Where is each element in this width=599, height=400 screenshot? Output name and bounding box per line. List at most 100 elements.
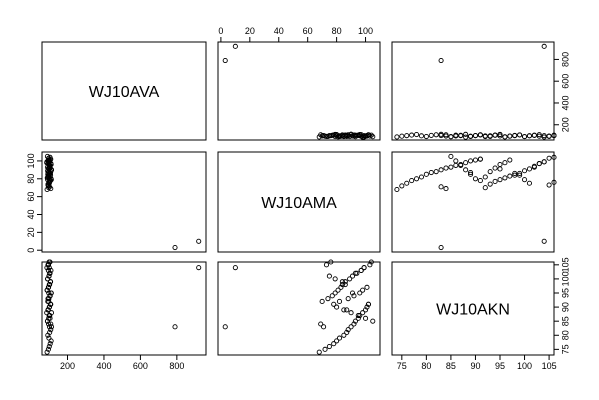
wj10ama-left-tick-100-label: 100 [26, 153, 36, 168]
data-points [44, 43, 557, 355]
point-wj10ava-vs-wj10akn-37 [438, 132, 444, 139]
wj10ama-top-tick-0-label: 0 [218, 26, 223, 36]
point-wj10akn-vs-wj10ama-21 [325, 296, 331, 302]
point-wj10ama-vs-wj10akn-42 [463, 167, 469, 173]
point-wj10akn-vs-wj10ava-44 [46, 304, 52, 310]
point-wj10ava-vs-wj10akn-42 [463, 131, 469, 137]
panel-frame-wj10akn-vs-wj10ama [217, 261, 381, 356]
point-wj10ama-vs-wj10akn-12 [443, 165, 449, 171]
point-wj10ava-vs-wj10ama-0 [232, 43, 238, 49]
point-wj10ama-vs-wj10akn-59 [477, 156, 483, 162]
point-wj10ama-vs-wj10akn-43 [467, 171, 474, 177]
wj10ava-bottom-tick-400-label: 400 [96, 361, 111, 371]
point-wj10akn-vs-wj10ama-30 [354, 270, 360, 276]
point-wj10akn-vs-wj10ama-60 [344, 307, 350, 313]
point-wj10akn-vs-wj10ama-39 [370, 318, 376, 324]
point-wj10akn-vs-wj10ava-58 [46, 265, 52, 271]
wj10akn-bottom-tick-80-label: 80 [421, 361, 431, 371]
point-wj10akn-vs-wj10ava-42 [48, 310, 55, 316]
wj10akn-bottom-tick-85-label: 85 [446, 361, 456, 371]
point-wj10akn-vs-wj10ava-60 [45, 307, 51, 313]
point-wj10ava-vs-wj10akn-36 [546, 133, 552, 139]
point-wj10ama-vs-wj10akn-4 [404, 180, 410, 186]
point-wj10ama-vs-wj10akn-17 [467, 158, 474, 164]
point-wj10akn-vs-wj10ava-3 [45, 346, 51, 352]
point-wj10akn-vs-wj10ama-26 [339, 281, 345, 288]
point-wj10ama-vs-wj10akn-40 [453, 158, 459, 164]
point-wj10ama-vs-wj10akn-24 [502, 175, 508, 181]
point-wj10ama-vs-wj10akn-16 [463, 160, 469, 166]
point-wj10akn-vs-wj10ava-47 [46, 296, 52, 302]
point-wj10akn-vs-wj10ama-33 [367, 262, 373, 268]
point-wj10akn-vs-wj10ama-56 [352, 270, 358, 276]
point-wj10ama-vs-wj10ava-1 [172, 244, 178, 251]
point-wj10ama-vs-wj10akn-18 [472, 157, 479, 163]
point-wj10akn-vs-wj10ama-5 [331, 341, 337, 347]
point-wj10akn-vs-wj10ama-53 [339, 279, 345, 285]
point-wj10ava-vs-wj10ama-54 [332, 134, 338, 140]
panel-frame-wj10ama-vs-wj10akn [391, 151, 555, 253]
point-wj10ava-vs-wj10akn-16 [463, 134, 469, 140]
point-wj10ava-vs-wj10akn-8 [423, 133, 429, 140]
point-wj10ama-vs-wj10akn-51 [507, 157, 513, 163]
point-wj10akn-vs-wj10ava-7 [46, 335, 52, 341]
point-wj10ama-vs-wj10akn-14 [453, 162, 459, 168]
point-wj10akn-vs-wj10ava-35 [46, 259, 52, 265]
point-wj10akn-vs-wj10ama-13 [352, 318, 358, 324]
point-wj10akn-vs-wj10ama-34 [368, 259, 374, 265]
wj10ama-left-tick-20-label: 20 [26, 227, 36, 237]
point-wj10ava-vs-wj10ama-39 [370, 134, 376, 140]
point-wj10ama-vs-wj10akn-27 [517, 170, 523, 176]
panel-frame-wj10ama-vs-wj10ama [217, 151, 381, 253]
point-wj10ama-vs-wj10akn-29 [526, 166, 533, 172]
wj10akn-right-tick-90-label: 90 [560, 302, 570, 312]
point-wj10akn-vs-wj10ama-61 [349, 290, 356, 296]
point-wj10ava-vs-wj10ama-37 [321, 132, 327, 139]
wj10ama-top-tick-100-label: 100 [358, 26, 373, 36]
point-wj10ama-vs-wj10ava-53 [48, 172, 54, 178]
point-wj10akn-vs-wj10ama-57 [358, 267, 364, 274]
point-wj10akn-vs-wj10ama-36 [323, 262, 330, 268]
point-wj10ava-vs-wj10ama-57 [358, 133, 364, 139]
point-wj10ava-vs-wj10akn-60 [467, 133, 474, 139]
point-wj10ama-vs-wj10akn-57 [536, 161, 542, 167]
point-wj10akn-vs-wj10ama-16 [360, 310, 366, 316]
point-wj10ama-vs-wj10akn-13 [448, 164, 454, 170]
variable-label-wj10ama: WJ10AMA [261, 195, 337, 212]
point-wj10akn-vs-wj10ama-0 [232, 265, 238, 271]
point-wj10ama-vs-wj10akn-61 [497, 166, 503, 172]
point-wj10ava-vs-wj10akn-51 [507, 133, 513, 139]
point-wj10ava-vs-wj10akn-61 [497, 133, 503, 139]
point-wj10akn-vs-wj10ava-6 [48, 338, 54, 344]
point-wj10ama-vs-wj10akn-5 [409, 178, 415, 184]
panel-frame-wj10ama-vs-wj10ava [41, 151, 207, 253]
point-wj10ava-vs-wj10akn-4 [404, 133, 410, 139]
wj10akn-bottom-tick-100-label: 100 [517, 361, 532, 371]
point-wj10ama-vs-wj10akn-56 [531, 164, 537, 170]
point-wj10akn-vs-wj10ama-7 [336, 335, 343, 341]
point-wj10ama-vs-wj10akn-8 [423, 171, 429, 177]
point-wj10akn-vs-wj10ama-12 [351, 321, 357, 327]
point-wj10akn-vs-wj10ama-28 [347, 276, 353, 282]
point-wj10ama-vs-wj10akn-2 [394, 186, 400, 193]
point-wj10akn-vs-wj10ava-5 [47, 341, 53, 347]
point-wj10ava-vs-wj10ama-38 [318, 132, 324, 138]
point-wj10ava-vs-wj10akn-59 [477, 132, 483, 138]
point-wj10ama-vs-wj10akn-52 [512, 170, 518, 176]
wj10ama-left-tick-80-label: 80 [26, 174, 36, 184]
point-wj10ama-vs-wj10akn-9 [428, 169, 434, 176]
point-wj10ama-vs-wj10akn-11 [438, 167, 444, 173]
wj10ama-top-tick-40-label: 40 [274, 26, 284, 36]
wj10akn-bottom-tick-95-label: 95 [495, 361, 505, 371]
point-wj10akn-vs-wj10ava-53 [48, 279, 54, 285]
point-wj10ama-vs-wj10akn-21 [487, 181, 493, 187]
outer-axes: 200 400 600 800 200 400 600 800 0 20 40 60 80 100 0 20 4… [26, 26, 570, 371]
point-wj10akn-vs-wj10ama-48 [351, 293, 357, 299]
variable-label-wj10akn: WJ10AKN [436, 302, 510, 319]
point-wj10akn-vs-wj10ama-11 [348, 324, 354, 330]
variable-label-wj10ava: WJ10AVA [89, 84, 160, 101]
point-wj10akn-vs-wj10ama-44 [334, 304, 340, 310]
point-wj10ama-vs-wj10ava-0 [196, 238, 202, 244]
wj10ama-top-tick-60-label: 60 [303, 26, 313, 36]
